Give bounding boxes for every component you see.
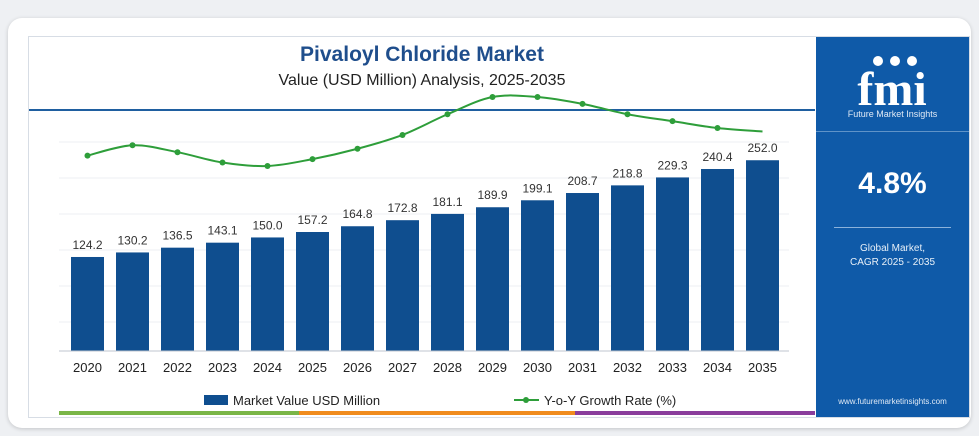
bar-2024 bbox=[251, 237, 284, 351]
chart-panel: Pivaloyl Chloride Market Value (USD Mill… bbox=[28, 36, 970, 418]
x-tick-2024: 2024 bbox=[253, 360, 282, 375]
x-tick-2020: 2020 bbox=[73, 360, 102, 375]
bar-2029 bbox=[476, 207, 509, 351]
growth-rate-point-2021 bbox=[129, 142, 136, 149]
growth-rate-point-2032 bbox=[624, 111, 631, 118]
website-link[interactable]: www.futuremarketinsights.com bbox=[838, 397, 947, 406]
bar-value-label-2022: 136.5 bbox=[162, 229, 192, 243]
x-tick-2027: 2027 bbox=[388, 360, 417, 375]
growth-rate-point-2034 bbox=[714, 125, 721, 132]
bar-value-label-2027: 172.8 bbox=[387, 201, 417, 215]
growth-rate-line bbox=[87, 94, 763, 168]
bar-2033 bbox=[656, 177, 689, 351]
bar-2025 bbox=[296, 231, 329, 351]
bar-value-label-2028: 181.1 bbox=[432, 195, 462, 209]
growth-rate-point-2023 bbox=[219, 159, 226, 166]
legend-swatch-growth-dot bbox=[523, 397, 529, 403]
bar-value-label-2034: 240.4 bbox=[702, 150, 732, 164]
summary-sidebar: fmi Future Market Insights 4.8% Global M… bbox=[816, 37, 969, 417]
bar-value-label-2035: 252.0 bbox=[747, 141, 777, 155]
bar-value-label-2021: 130.2 bbox=[117, 233, 147, 247]
bar-value-label-2024: 150.0 bbox=[252, 218, 282, 232]
legend-label-growth-rate: Y-o-Y Growth Rate (%) bbox=[544, 393, 676, 408]
growth-rate-point-2028 bbox=[444, 111, 451, 118]
bar-value-label-2020: 124.2 bbox=[72, 238, 102, 252]
x-tick-2029: 2029 bbox=[478, 360, 507, 375]
x-tick-2032: 2032 bbox=[613, 360, 642, 375]
bar-2026 bbox=[341, 226, 374, 351]
bar-2022 bbox=[161, 247, 194, 351]
cagr-label-line1: Global Market, bbox=[859, 243, 926, 254]
growth-rate-point-2029 bbox=[489, 94, 496, 100]
chart-title: Pivaloyl Chloride Market bbox=[300, 43, 544, 66]
legend-swatch-market-value bbox=[204, 395, 228, 405]
legend-label-market-value: Market Value USD Million bbox=[233, 393, 380, 408]
cagr-label: Global Market, CAGR 2025 - 2035 bbox=[816, 242, 969, 270]
report-card: Pivaloyl Chloride Market Value (USD Mill… bbox=[8, 18, 971, 428]
logo-caption: Future Market Insights bbox=[847, 109, 938, 119]
x-tick-2031: 2031 bbox=[568, 360, 597, 375]
x-tick-2034: 2034 bbox=[703, 360, 732, 375]
x-tick-2026: 2026 bbox=[343, 360, 372, 375]
growth-rate-point-2033 bbox=[669, 118, 676, 125]
accent-strip-green bbox=[59, 411, 299, 415]
bar-2030 bbox=[521, 200, 554, 351]
bar-line-chart: 124.2 2020 130.2 2021 136.5 2022 143.1 2023 150.… bbox=[59, 94, 789, 408]
bar-2035 bbox=[746, 160, 779, 351]
bar-value-label-2023: 143.1 bbox=[207, 224, 237, 238]
fmi-logo: fmi bbox=[857, 56, 927, 116]
accent-strip-orange bbox=[299, 411, 575, 415]
x-tick-2023: 2023 bbox=[208, 360, 237, 375]
bar-2027 bbox=[386, 220, 419, 351]
growth-rate-point-2026 bbox=[354, 145, 361, 152]
sidebar-divider bbox=[834, 227, 951, 228]
accent-strip bbox=[59, 411, 815, 415]
bar-2023 bbox=[206, 242, 239, 351]
accent-strip-purple bbox=[575, 411, 815, 415]
bar-value-label-2029: 189.9 bbox=[477, 188, 507, 202]
x-tick-2033: 2033 bbox=[658, 360, 687, 375]
growth-rate-point-2030 bbox=[534, 94, 541, 100]
growth-rate-point-2022 bbox=[174, 149, 181, 156]
bar-value-label-2026: 164.8 bbox=[342, 207, 372, 221]
bar-2028 bbox=[431, 213, 464, 351]
growth-rate-point-2020 bbox=[84, 152, 91, 159]
cagr-label-line2: CAGR 2025 - 2035 bbox=[849, 257, 936, 268]
chart-subtitle: Value (USD Million) Analysis, 2025-2035 bbox=[278, 72, 566, 89]
title-divider bbox=[29, 109, 815, 111]
growth-rate-point-2024 bbox=[264, 163, 271, 169]
x-tick-2022: 2022 bbox=[163, 360, 192, 375]
x-tick-2021: 2021 bbox=[118, 360, 147, 375]
bar-2034 bbox=[701, 169, 734, 351]
x-tick-2030: 2030 bbox=[523, 360, 552, 375]
x-tick-2028: 2028 bbox=[433, 360, 462, 375]
bar-2020 bbox=[71, 256, 104, 351]
cagr-value: 4.8% bbox=[858, 167, 927, 200]
bar-2031 bbox=[566, 193, 599, 351]
bar-value-label-2025: 157.2 bbox=[297, 213, 327, 227]
x-tick-2025: 2025 bbox=[298, 360, 327, 375]
growth-rate-point-2025 bbox=[309, 156, 316, 163]
bar-value-label-2030: 199.1 bbox=[522, 181, 552, 195]
bar-value-label-2031: 208.7 bbox=[567, 174, 597, 188]
growth-rate-point-2031 bbox=[579, 100, 586, 107]
bar-2021 bbox=[116, 252, 149, 351]
sidebar-divider-top bbox=[816, 131, 969, 132]
bar-value-label-2033: 229.3 bbox=[657, 158, 687, 172]
bar-2032 bbox=[611, 185, 644, 351]
bar-value-label-2032: 218.8 bbox=[612, 166, 642, 180]
logo-letters: fmi bbox=[857, 63, 926, 116]
x-tick-2035: 2035 bbox=[748, 360, 777, 375]
growth-rate-point-2027 bbox=[399, 131, 406, 138]
